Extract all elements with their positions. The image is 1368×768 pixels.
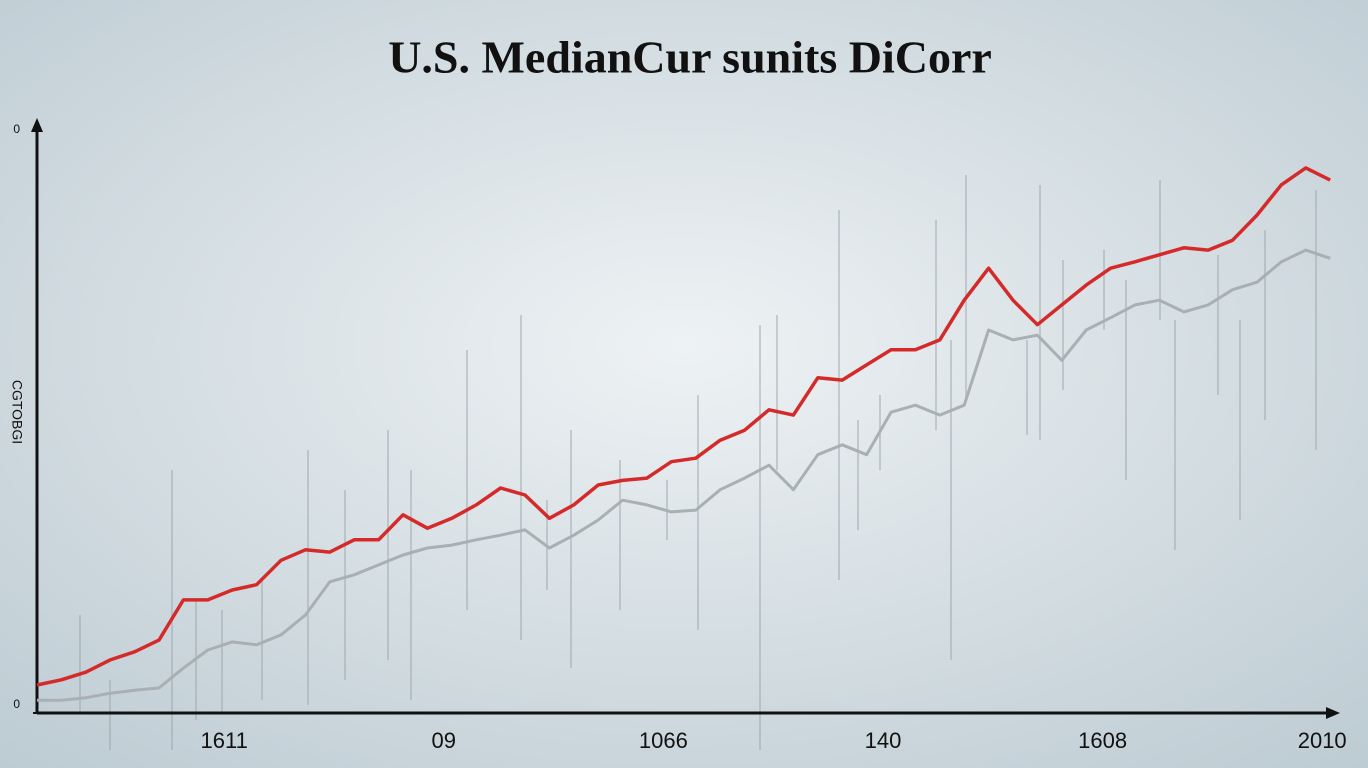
y-axis-label: CGTOBGI	[9, 380, 25, 444]
chart-title: U.S. MedianCur sunits DiCorr	[388, 32, 992, 83]
y-tick-label: 0	[13, 122, 20, 136]
x-tick-label: 140	[865, 728, 902, 753]
x-axis-arrow	[1326, 707, 1340, 719]
x-tick-label: 2010	[1298, 728, 1347, 753]
axes	[31, 118, 1340, 719]
series-line	[37, 248, 1331, 702]
x-tick-label: 1611	[201, 728, 248, 753]
x-tick-label: 1066	[639, 728, 688, 753]
x-tick-label: 09	[432, 728, 456, 753]
decorative-spikes	[79, 175, 1317, 750]
x-tick-label: 1608	[1078, 728, 1127, 753]
y-axis-arrow	[31, 118, 43, 132]
y-tick-label: 0	[13, 697, 20, 711]
series-line	[36, 166, 1331, 687]
